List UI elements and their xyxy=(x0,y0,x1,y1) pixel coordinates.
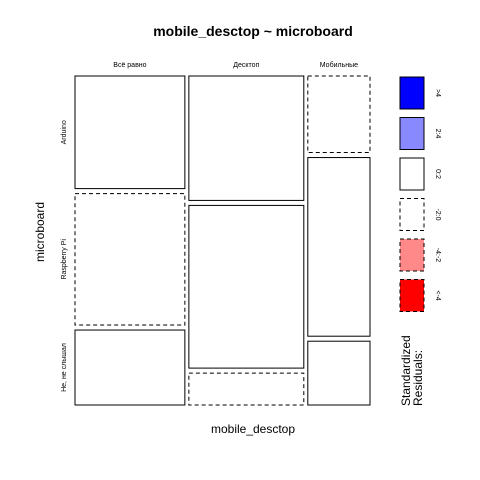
mosaic-cell-3-1 xyxy=(307,75,371,154)
legend-swatch-6 xyxy=(399,279,425,312)
x-tick-label-2: Десктоп xyxy=(233,62,259,69)
y-tick-label-3: Не, не слышал xyxy=(61,343,68,392)
legend-label-5: -4:-2 xyxy=(434,248,441,263)
legend-label-6: <-4 xyxy=(434,290,441,300)
legend-label-4: -2:0 xyxy=(434,208,441,220)
legend-label-2: 2:4 xyxy=(434,129,441,139)
mosaic-cell-2-3 xyxy=(188,372,305,406)
mosaic-cell-1-3 xyxy=(74,329,186,406)
x-axis-label: mobile_desctop xyxy=(211,422,295,436)
legend-label-1: >4 xyxy=(434,89,441,97)
y-tick-label-1: Arduino xyxy=(61,120,68,144)
y-axis-label: microboard xyxy=(33,202,47,262)
legend-swatch-5 xyxy=(399,238,425,272)
x-tick-label-1: Всё равно xyxy=(113,62,146,69)
mosaic-cell-2-2 xyxy=(188,204,305,369)
mosaic-cell-1-2 xyxy=(74,193,186,326)
y-tick-label-2: Raspberry Pi xyxy=(61,239,68,280)
legend-title: StandardizedResiduals: xyxy=(399,335,425,406)
mosaic-cell-3-2 xyxy=(307,157,371,337)
chart-title: mobile_desctop ~ microboard xyxy=(153,23,353,39)
legend-swatch-2 xyxy=(399,117,425,150)
legend-swatch-1 xyxy=(399,76,425,110)
legend-swatch-4 xyxy=(399,198,425,231)
legend-swatch-3 xyxy=(399,157,425,191)
legend-label-3: 0:2 xyxy=(434,169,441,179)
mosaic-cell-3-3 xyxy=(307,340,371,406)
mosaic-cell-1-1 xyxy=(74,75,186,190)
mosaic-cell-2-1 xyxy=(188,75,305,201)
x-tick-label-3: Мобильные xyxy=(320,61,358,69)
